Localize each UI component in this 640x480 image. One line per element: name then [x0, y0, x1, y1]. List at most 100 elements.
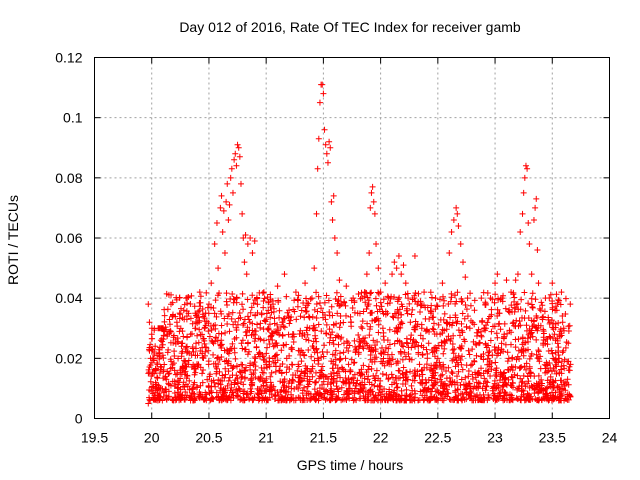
data-point	[308, 295, 315, 302]
data-point	[367, 204, 374, 211]
data-point	[343, 283, 350, 290]
data-point	[274, 283, 281, 290]
data-point	[563, 379, 570, 386]
x-axis-ticks: 19.5 20 20.5 21 21.5 22 22.5 23 23.5 24	[81, 57, 617, 446]
data-point	[556, 355, 563, 362]
data-point	[201, 325, 208, 332]
data-point	[231, 156, 238, 163]
data-point	[530, 216, 537, 223]
data-point	[147, 355, 154, 362]
data-point	[306, 325, 313, 332]
data-point	[236, 153, 243, 160]
data-point	[542, 295, 549, 302]
data-point	[535, 280, 542, 287]
data-point	[462, 274, 469, 281]
data-point	[162, 373, 169, 380]
data-point	[525, 219, 532, 226]
data-point	[522, 162, 529, 169]
data-point	[196, 289, 203, 296]
data-point	[331, 235, 338, 241]
data-point	[176, 379, 183, 386]
data-point	[173, 319, 180, 326]
data-point	[377, 289, 384, 296]
data-point	[389, 271, 396, 278]
data-point	[421, 289, 428, 296]
data-point	[217, 204, 224, 211]
data-point	[443, 319, 450, 326]
data-point	[455, 222, 462, 229]
data-point	[347, 319, 354, 326]
y-tick-label: 0.02	[55, 350, 82, 366]
data-point	[476, 340, 483, 347]
data-point	[528, 271, 535, 278]
data-point	[334, 250, 341, 257]
data-point	[311, 265, 318, 272]
data-point	[283, 355, 290, 362]
data-point	[446, 250, 453, 257]
data-point	[164, 349, 171, 356]
data-point	[183, 295, 190, 302]
data-point	[340, 340, 347, 347]
data-point	[400, 262, 407, 269]
data-point	[218, 192, 225, 199]
data-point	[180, 307, 187, 314]
data-point	[434, 355, 441, 362]
data-point	[220, 207, 227, 214]
data-point	[243, 271, 250, 278]
data-point	[234, 141, 241, 148]
data-point	[215, 265, 222, 272]
data-point	[219, 228, 226, 235]
data-point	[357, 370, 364, 377]
y-tick-label: 0.08	[55, 170, 82, 186]
data-point	[240, 235, 247, 241]
data-point	[361, 289, 368, 296]
data-point	[405, 295, 412, 302]
data-point	[213, 219, 220, 226]
data-point	[316, 99, 323, 106]
data-point	[208, 280, 215, 287]
data-point	[178, 343, 185, 350]
data-point	[359, 325, 366, 332]
data-point	[450, 216, 457, 223]
data-point	[145, 400, 152, 407]
data-point	[416, 361, 423, 368]
x-tick-label: 20.5	[195, 430, 222, 446]
data-point	[354, 310, 361, 317]
data-point	[521, 174, 528, 181]
data-point	[432, 295, 439, 302]
data-point	[534, 247, 541, 254]
data-point	[297, 313, 304, 320]
data-point	[496, 310, 503, 317]
y-tick-label: 0.12	[55, 50, 82, 66]
data-point	[551, 331, 558, 338]
data-point	[453, 204, 460, 211]
data-point	[242, 231, 249, 238]
data-point	[211, 241, 218, 248]
data-point	[295, 361, 302, 368]
data-point	[239, 210, 246, 217]
data-point	[304, 373, 311, 380]
data-point	[288, 385, 295, 392]
data-point	[276, 367, 283, 374]
data-point	[313, 210, 320, 217]
data-point	[526, 241, 533, 248]
data-point	[329, 216, 336, 223]
data-point	[487, 295, 494, 302]
data-point	[567, 361, 574, 368]
chart-title: Day 012 of 2016, Rate Of TEC Index for r…	[179, 19, 521, 35]
data-point	[314, 165, 321, 172]
data-point	[199, 370, 206, 377]
data-point	[148, 331, 155, 338]
data-point	[430, 370, 437, 377]
data-point	[345, 361, 352, 368]
y-tick-label: 0	[75, 411, 83, 427]
background-scatter	[145, 289, 574, 404]
data-point	[152, 343, 159, 350]
data-point	[330, 192, 337, 199]
data-point	[423, 379, 430, 386]
data-point	[546, 319, 553, 326]
data-point	[492, 280, 499, 287]
data-points	[145, 81, 574, 407]
data-point	[225, 216, 232, 223]
